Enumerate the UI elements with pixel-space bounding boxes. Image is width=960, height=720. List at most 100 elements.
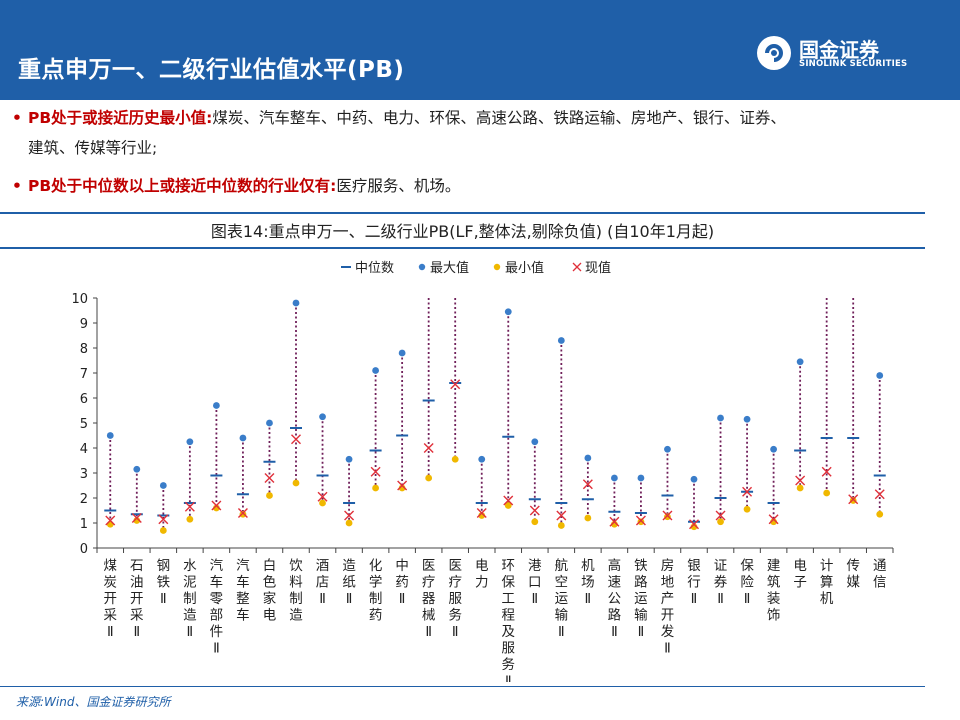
min-point xyxy=(664,513,671,521)
current-point xyxy=(211,500,222,511)
current-point xyxy=(582,479,593,490)
bullet-item: • PB处于或接近历史最小值:煤炭、汽车整车、中药、电力、环保、高速公路、铁路运… xyxy=(8,103,953,163)
bullet-dot-icon: • xyxy=(12,109,22,127)
y-tick-label: 4 xyxy=(80,442,88,457)
min-point xyxy=(504,502,512,509)
category-label: 汽车整车 xyxy=(236,558,250,624)
source-note: 来源:Wind、国金证券研究所 xyxy=(16,695,171,709)
min-point xyxy=(743,505,751,513)
min-point xyxy=(425,474,433,482)
current-point xyxy=(768,514,779,525)
current-point xyxy=(874,489,885,500)
legend-label: 中位数 xyxy=(355,261,394,276)
current-point xyxy=(635,515,646,526)
category-label: 通信 xyxy=(873,558,887,591)
category-label: 钢铁 Ⅱ xyxy=(157,558,171,607)
min-point xyxy=(637,518,645,526)
bullet-emphasis: PB处于中位数以上或接近中位数的行业仅有: xyxy=(28,177,337,195)
bullet-text: 煤炭、汽车整车、中药、电力、环保、高速公路、铁路运输、房地产、银行、证券、 xyxy=(212,109,786,127)
max-point xyxy=(664,445,671,453)
category-label: 证券 Ⅱ xyxy=(714,558,728,607)
min-point xyxy=(292,479,300,487)
current-point xyxy=(848,494,859,505)
logo-english-name: SINOLINK SECURITIES xyxy=(799,59,908,69)
min-point xyxy=(372,484,379,492)
current-point xyxy=(344,510,355,521)
current-point xyxy=(450,379,461,390)
max-point xyxy=(531,438,539,446)
chart-title-bottom-rule xyxy=(0,247,925,249)
category-label: 传媒 xyxy=(846,558,860,591)
y-tick-label: 8 xyxy=(80,342,88,357)
min-point xyxy=(186,515,194,523)
y-tick-label: 5 xyxy=(80,417,88,432)
category-label: 水泥制造 Ⅱ xyxy=(183,558,197,640)
page-title: 重点申万一、二级行业估值水平(PB) xyxy=(18,57,405,83)
current-point xyxy=(609,516,620,527)
y-tick-label: 2 xyxy=(80,492,88,507)
current-point xyxy=(184,501,195,512)
min-point xyxy=(557,522,565,529)
bullet-list: • PB处于或接近历史最小值:煤炭、汽车整车、中药、电力、环保、高速公路、铁路运… xyxy=(8,103,953,201)
max-point xyxy=(478,455,486,463)
category-label: 汽车零部件 Ⅱ xyxy=(210,558,224,657)
max-point xyxy=(557,337,565,344)
max-point xyxy=(345,455,353,463)
category-label: 铁路运输 Ⅱ xyxy=(634,558,648,640)
current-point xyxy=(317,491,328,502)
legend-label: 最小值 xyxy=(505,260,544,276)
min-point xyxy=(239,510,247,518)
current-point xyxy=(821,466,832,477)
category-label: 房地产开发 Ⅱ xyxy=(661,558,675,657)
max-point xyxy=(504,308,512,316)
min-point xyxy=(876,510,884,518)
bullet-emphasis: PB处于或接近历史最小值: xyxy=(28,109,213,127)
current-point xyxy=(662,510,673,521)
min-point xyxy=(319,499,326,507)
category-label: 银行 Ⅱ xyxy=(687,558,701,607)
max-point xyxy=(106,432,114,439)
current-point xyxy=(795,475,806,486)
min-point xyxy=(849,497,857,504)
min-point xyxy=(159,527,167,534)
current-point xyxy=(105,515,116,526)
category-label: 中药 Ⅱ xyxy=(395,558,409,607)
logo-icon xyxy=(757,36,791,70)
max-point xyxy=(611,474,618,482)
category-label: 白色家电 xyxy=(263,558,277,624)
max-point xyxy=(372,367,379,374)
company-logo: 国金证券 SINOLINK SECURITIES xyxy=(757,36,947,76)
max-point xyxy=(743,415,751,423)
min-point xyxy=(451,455,459,463)
y-tick-label: 7 xyxy=(80,367,88,382)
category-label: 酒店 Ⅱ xyxy=(316,558,330,607)
category-label: 电力 xyxy=(475,558,489,591)
y-tick-label: 0 xyxy=(80,542,88,557)
max-point xyxy=(133,465,141,473)
category-label: 航空运输 Ⅱ xyxy=(555,558,569,640)
legend-current-marker xyxy=(572,262,582,272)
bullet-item: • PB处于中位数以上或接近中位数的行业仅有:医疗服务、机场。 xyxy=(8,171,953,201)
max-point xyxy=(159,482,167,489)
category-label: 环保工程及服务 Ⅱ xyxy=(502,558,516,682)
category-label: 造纸 Ⅱ xyxy=(342,558,356,607)
max-point xyxy=(398,349,406,357)
legend-label: 最大值 xyxy=(430,260,469,276)
legend-label: 现值 xyxy=(585,260,611,276)
pb-range-chart: 中位数 最大值 最小值 现值 0 1 2 3 4 5 6 7 8 9 10 煤炭开采 Ⅱ 石油开采 Ⅱ 钢铁 Ⅱ 水泥制造… xyxy=(71,260,894,682)
current-point xyxy=(689,519,699,530)
max-point xyxy=(637,474,645,482)
y-tick-label: 9 xyxy=(80,317,88,332)
current-point xyxy=(370,466,381,477)
max-point xyxy=(584,454,592,462)
footer-rule xyxy=(0,686,925,687)
bullet-text: 医疗服务、机场。 xyxy=(336,177,461,195)
bullet-dot-icon: • xyxy=(12,177,22,195)
y-tick-label: 10 xyxy=(71,292,88,307)
min-point xyxy=(584,514,592,522)
current-point xyxy=(237,508,248,518)
category-label: 电子 xyxy=(793,558,807,591)
category-label: 高速公路 Ⅱ xyxy=(608,557,622,640)
max-point xyxy=(690,475,698,483)
current-point xyxy=(715,510,726,521)
